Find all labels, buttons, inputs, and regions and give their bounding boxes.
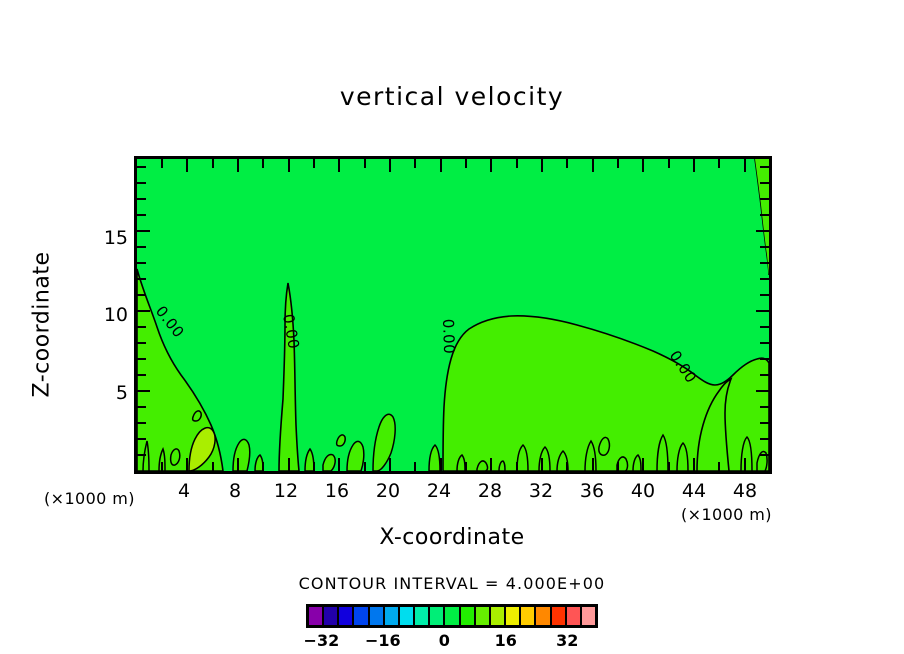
contour-interval-label: CONTOUR INTERVAL = 4.000E+00	[298, 574, 606, 593]
colorbar-tick-labels: −32 −16 0 16 32	[304, 631, 598, 651]
colorbar-swatch-17	[565, 607, 581, 625]
colorbar-swatch-0	[309, 607, 324, 625]
colorbar-swatch-12	[489, 607, 506, 625]
colorbar-swatch-3	[353, 607, 369, 625]
x-tick-label-8: 8	[228, 480, 242, 502]
contour-label-1: 0.00	[279, 313, 303, 351]
colorbar-swatch-18	[580, 607, 595, 625]
colorbar-tick-16: 16	[494, 631, 517, 650]
colorbar-swatch-4	[368, 607, 384, 625]
y-tick-label-15: 15	[103, 227, 128, 249]
colorbar-swatch-13	[505, 607, 521, 625]
contour-plot-area: 0.00 0.00 0.00 0.00	[134, 156, 772, 474]
colorbar-tick-−32: −32	[303, 631, 340, 650]
colorbar-tick-0: 0	[438, 631, 450, 650]
x-tick-label-48: 48	[732, 480, 758, 502]
colorbar-tick-32: 32	[556, 631, 579, 650]
x-tick-label-36: 36	[579, 480, 605, 502]
x-tick-label-24: 24	[426, 480, 452, 502]
colorbar-swatch-5	[383, 607, 399, 625]
colorbar-swatch-9	[444, 607, 460, 625]
y-tick-label-5: 5	[115, 382, 128, 404]
chart-title: vertical velocity	[339, 82, 565, 111]
colorbar-swatch-10	[459, 607, 475, 625]
y-tick-label-10: 10	[103, 304, 128, 326]
colorbar-swatch-14	[520, 607, 536, 625]
x-tick-label-32: 32	[528, 480, 554, 502]
colorbar-swatch-6	[398, 607, 415, 625]
x-axis-units-left: (×1000 m)	[44, 489, 135, 508]
colorbar-swatch-11	[474, 607, 490, 625]
x-tick-label-40: 40	[630, 480, 656, 502]
x-axis-units-right: (×1000 m)	[681, 505, 772, 524]
colorbar-swatch-8	[429, 607, 445, 625]
x-tick-label-44: 44	[681, 480, 707, 502]
x-tick-label-16: 16	[324, 480, 350, 502]
colorbar-swatch-7	[414, 607, 430, 625]
colorbar-swatch-1	[323, 607, 339, 625]
colorbar-swatch-15	[535, 607, 551, 625]
x-tick-label-4: 4	[177, 480, 191, 502]
contour-label-2: 0.00	[439, 319, 458, 355]
colorbar-swatch-2	[338, 607, 354, 625]
y-axis-title: Z-coordinate	[29, 251, 55, 398]
contour-field: 0.00 0.00 0.00 0.00	[137, 159, 769, 471]
x-tick-label-20: 20	[375, 480, 401, 502]
colorbar	[306, 604, 598, 628]
x-tick-label-12: 12	[273, 480, 299, 502]
x-tick-label-28: 28	[477, 480, 503, 502]
colorbar-tick-−16: −16	[364, 631, 401, 650]
x-axis-title: X-coordinate	[379, 525, 525, 550]
colorbar-swatch-16	[550, 607, 566, 625]
